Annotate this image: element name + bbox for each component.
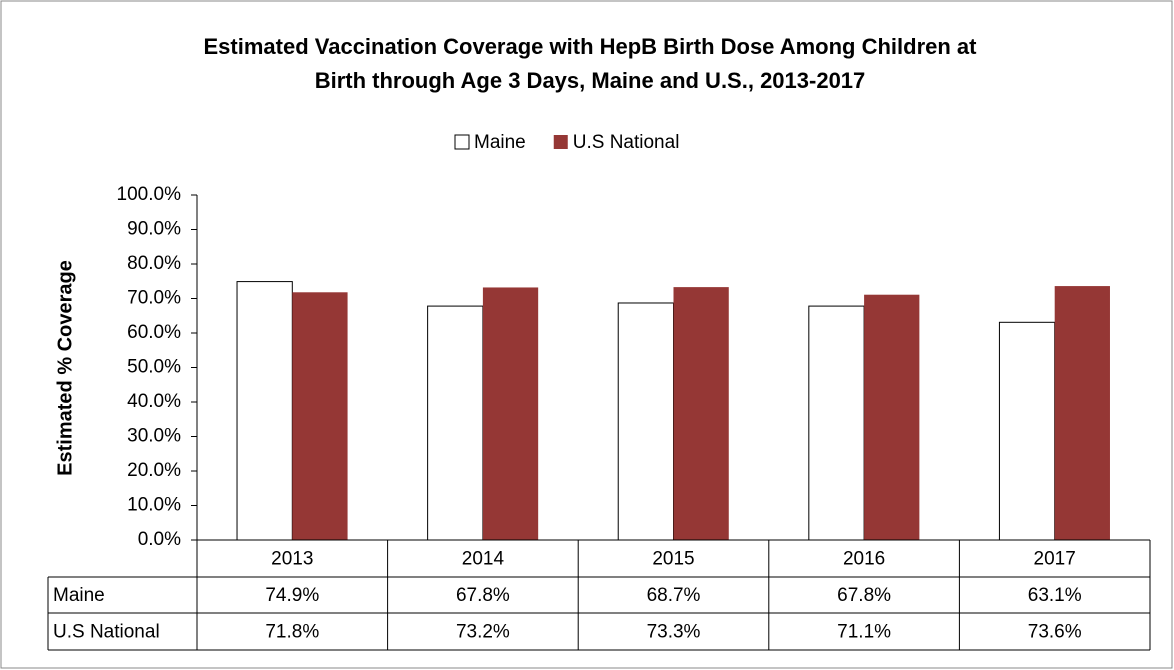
bar: [427, 305, 484, 541]
y-axis-label: Estimated % Coverage: [54, 260, 76, 476]
y-tick-label: 90.0%: [127, 219, 181, 240]
bar: [864, 294, 920, 540]
bar: [808, 305, 865, 541]
y-tick-label: 0.0%: [138, 529, 181, 550]
table-cell: 73.3%: [647, 622, 701, 643]
bar: [292, 292, 348, 540]
table-cell: 68.7%: [647, 585, 701, 606]
bar: [1054, 286, 1110, 540]
table-cell: 71.8%: [265, 622, 319, 643]
bar: [236, 281, 293, 541]
chart-title: Estimated Vaccination Coverage with HepB…: [204, 34, 978, 59]
y-tick-label: 80.0%: [127, 253, 181, 274]
y-tick-label: 20.0%: [127, 460, 181, 481]
y-tick-label: 100.0%: [117, 184, 182, 205]
table-row-label: Maine: [53, 585, 105, 606]
y-tick-label: 40.0%: [127, 391, 181, 412]
x-tick-label: 2013: [271, 549, 313, 570]
x-tick-label: 2016: [843, 549, 885, 570]
bar: [673, 287, 729, 540]
y-tick-label: 70.0%: [127, 288, 181, 309]
legend-swatch: [553, 135, 568, 149]
table-cell: 74.9%: [265, 585, 319, 606]
legend-label: U.S National: [573, 132, 680, 153]
table-row-label: U.S National: [53, 622, 160, 643]
table-cell: 73.2%: [456, 622, 510, 643]
bar: [998, 321, 1056, 541]
table-cell: 67.8%: [456, 585, 510, 606]
y-tick-label: 60.0%: [127, 322, 181, 343]
y-tick-label: 30.0%: [127, 426, 181, 447]
table-cell: 63.1%: [1028, 585, 1082, 606]
legend-swatch: [454, 134, 470, 150]
table-cell: 73.6%: [1028, 622, 1082, 643]
x-tick-label: 2015: [652, 549, 694, 570]
table-cell: 67.8%: [837, 585, 891, 606]
x-tick-label: 2017: [1034, 549, 1076, 570]
y-tick-label: 50.0%: [127, 357, 181, 378]
y-tick-label: 10.0%: [127, 495, 181, 516]
table-cell: 71.1%: [837, 622, 891, 643]
bar: [482, 287, 539, 540]
legend-label: Maine: [474, 132, 526, 153]
chart-title: Birth through Age 3 Days, Maine and U.S.…: [315, 68, 866, 93]
bar: [617, 302, 675, 541]
x-tick-label: 2014: [462, 549, 505, 570]
